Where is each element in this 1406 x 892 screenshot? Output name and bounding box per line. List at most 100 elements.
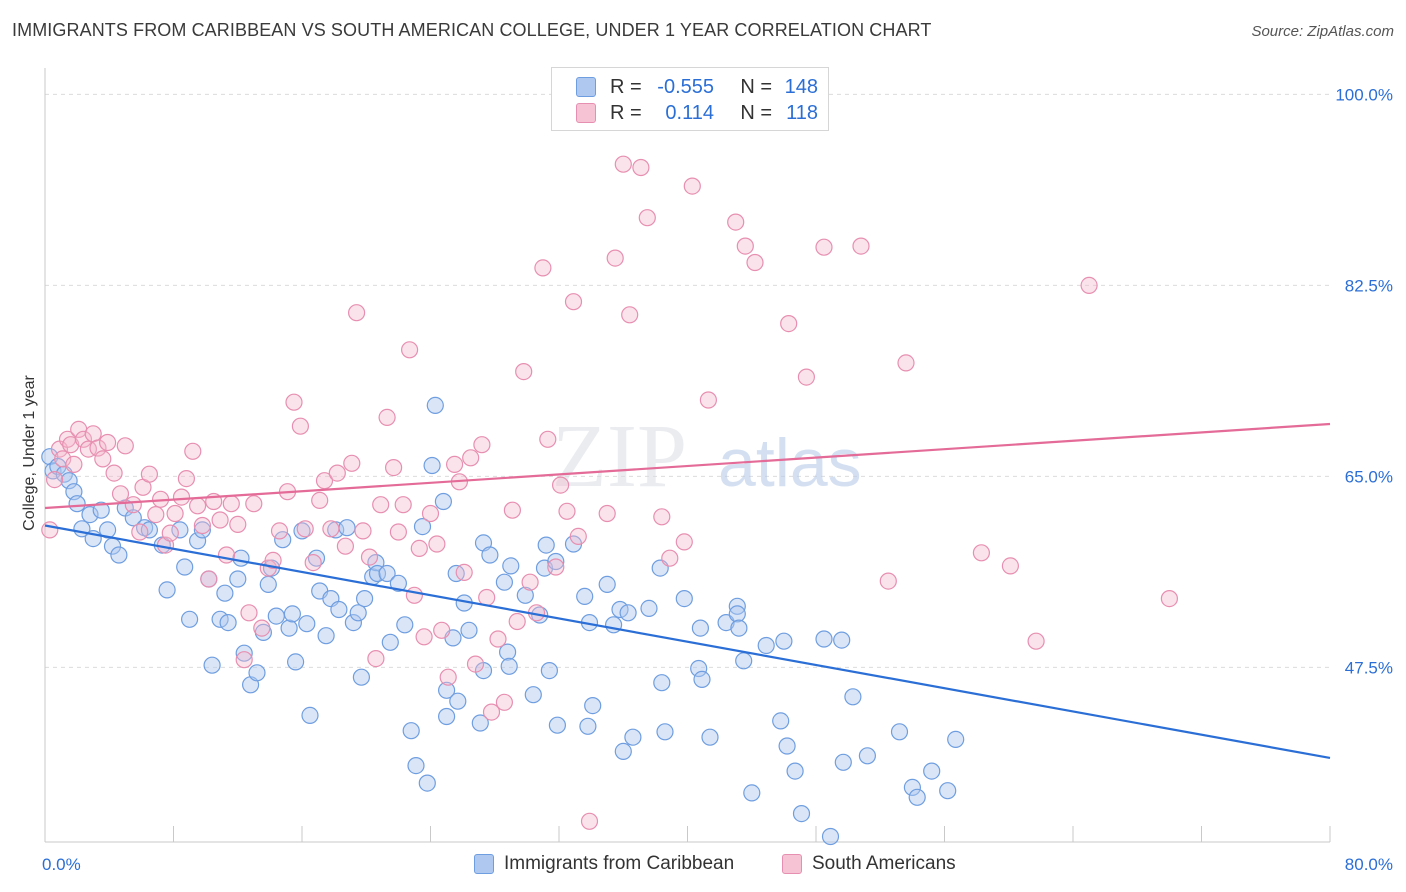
- data-point: [378, 408, 396, 426]
- data-point: [94, 450, 112, 468]
- data-point: [280, 619, 298, 637]
- data-point: [515, 363, 533, 381]
- axes: [44, 68, 1331, 843]
- data-point: [219, 613, 237, 632]
- data-point: [396, 616, 414, 634]
- data-point: [580, 812, 599, 830]
- data-point: [428, 535, 446, 553]
- data-point: [98, 433, 117, 452]
- legend-swatch-pink: [576, 103, 596, 123]
- data-point: [356, 589, 374, 608]
- data-point: [438, 681, 456, 699]
- chart-title: IMMIGRANTS FROM CARIBBEAN VS SOUTH AMERI…: [12, 20, 932, 40]
- data-point: [354, 522, 372, 540]
- tick-labels: 100.0% 82.5% 65.0% 47.5% 0.0% 80.0%: [42, 85, 1393, 874]
- data-point: [158, 581, 176, 599]
- data-point: [385, 459, 403, 477]
- data-point: [240, 604, 258, 622]
- data-point: [1080, 276, 1098, 294]
- data-point: [675, 589, 693, 608]
- data-point: [879, 572, 897, 590]
- data-point: [177, 470, 195, 488]
- data-point: [481, 546, 499, 564]
- data-point: [189, 497, 207, 515]
- data-point: [792, 804, 811, 823]
- data-point: [84, 425, 102, 443]
- data-point: [473, 436, 491, 454]
- data-point: [291, 417, 309, 435]
- data-point: [267, 607, 285, 625]
- data-point: [614, 742, 632, 761]
- data-point: [564, 293, 583, 311]
- trend-line: [44, 422, 1331, 510]
- data-point: [1160, 589, 1179, 608]
- data-point: [656, 723, 674, 741]
- data-point: [389, 523, 407, 541]
- watermark-zip: ZIP: [552, 407, 687, 506]
- data-point: [131, 523, 149, 541]
- data-point: [661, 549, 679, 567]
- legend-r-label: R =: [610, 101, 642, 124]
- data-point: [423, 456, 441, 475]
- data-point: [317, 627, 335, 645]
- data-point: [349, 604, 367, 622]
- data-point: [852, 237, 870, 255]
- data-point: [699, 391, 718, 409]
- data-point: [184, 442, 202, 460]
- data-point: [735, 652, 753, 670]
- legend-n-label: N =: [740, 75, 772, 98]
- data-point: [495, 573, 513, 591]
- legend-n-value: 148: [784, 75, 818, 98]
- data-point: [348, 304, 366, 322]
- bottom-legend-caribbean: Immigrants from Caribbean: [474, 852, 734, 876]
- data-point: [304, 553, 322, 572]
- data-point: [438, 707, 456, 726]
- data-point: [547, 552, 565, 571]
- data-point: [521, 573, 539, 591]
- data-point: [229, 570, 247, 588]
- data-point: [140, 465, 158, 483]
- data-point: [81, 505, 99, 524]
- data-point: [410, 539, 428, 558]
- data-point: [405, 586, 423, 604]
- data-point: [283, 605, 301, 623]
- data-point: [815, 630, 833, 648]
- data-point: [502, 557, 520, 575]
- data-point: [62, 436, 80, 454]
- data-point: [193, 516, 211, 535]
- data-point: [903, 778, 922, 797]
- data-point: [402, 722, 420, 740]
- data-point: [614, 155, 632, 173]
- legend-r-label: R =: [610, 75, 642, 98]
- data-point: [124, 509, 142, 527]
- data-point: [124, 496, 142, 514]
- data-point: [433, 621, 451, 639]
- data-point: [394, 496, 412, 514]
- data-point: [1027, 632, 1045, 650]
- data-point: [381, 633, 399, 651]
- data-point: [551, 476, 570, 494]
- data-point: [311, 491, 329, 509]
- data-point: [1001, 557, 1020, 575]
- data-point: [172, 488, 191, 506]
- data-point: [539, 430, 557, 448]
- data-point: [439, 668, 457, 686]
- data-point: [890, 723, 909, 741]
- data-point: [92, 501, 110, 519]
- data-point: [176, 558, 194, 576]
- data-point: [728, 605, 746, 623]
- legend-n-value: 118: [786, 101, 818, 124]
- data-point: [401, 341, 419, 359]
- data-point: [780, 315, 798, 333]
- y-tick-label: 65.0%: [1345, 467, 1393, 486]
- data-point: [598, 504, 616, 523]
- data-point: [675, 533, 693, 551]
- y-tick-label: 100.0%: [1335, 85, 1393, 104]
- data-point: [89, 439, 107, 457]
- data-point: [217, 546, 236, 564]
- data-point: [579, 717, 597, 735]
- data-point: [743, 784, 761, 802]
- legend-n-label: N =: [740, 101, 772, 124]
- data-point: [352, 668, 370, 686]
- data-point: [434, 492, 452, 511]
